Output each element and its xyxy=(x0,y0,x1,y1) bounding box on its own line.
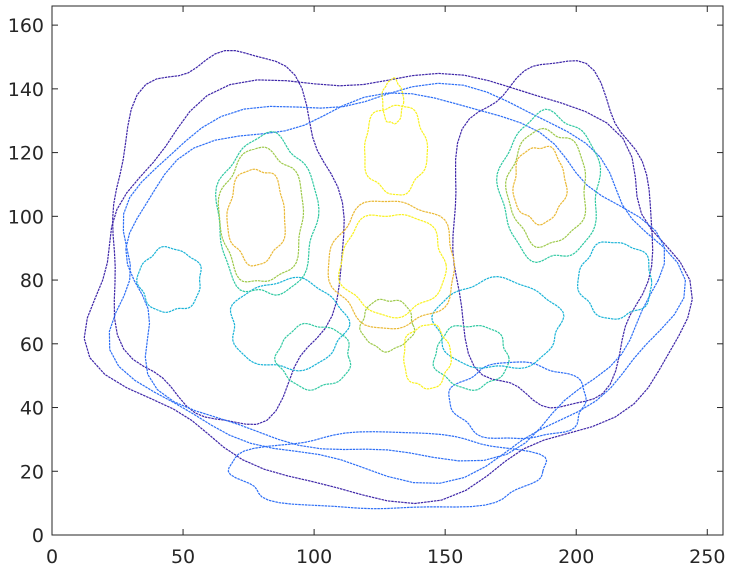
contour-line-level-4 xyxy=(214,130,320,296)
y-axis-ticks: 0 20 40 60 80 100 120 140 160 xyxy=(8,15,723,547)
contour-line-level-7 xyxy=(403,323,452,390)
contour-line-level-2 xyxy=(227,431,548,510)
contour-line-level-5 xyxy=(505,127,587,248)
contour-line-level-3 xyxy=(136,245,202,313)
x-tick-label: 150 xyxy=(427,546,463,568)
x-tick-label: 250 xyxy=(689,546,725,568)
contour-line-level-7 xyxy=(337,213,448,319)
y-tick-label: 60 xyxy=(20,334,44,356)
contour-lines xyxy=(83,49,693,510)
y-tick-label: 120 xyxy=(8,143,44,165)
contour-line-level-2 xyxy=(108,82,687,484)
contour-line-level-7 xyxy=(364,104,429,196)
contour-line-level-1 xyxy=(83,72,693,505)
y-tick-label: 0 xyxy=(32,525,44,547)
contour-line-level-5 xyxy=(359,298,416,353)
contour-line-level-3 xyxy=(576,241,653,320)
contour-line-level-4 xyxy=(495,108,602,264)
x-axis-ticks: 0 50 100 150 200 250 xyxy=(46,6,725,568)
contour-line-level-3 xyxy=(229,276,351,372)
x-tick-label: 100 xyxy=(296,546,332,568)
x-tick-label: 0 xyxy=(46,546,58,568)
x-tick-label: 200 xyxy=(558,546,594,568)
y-tick-label: 80 xyxy=(20,270,44,292)
contour-line-level-5 xyxy=(217,146,305,283)
contour-line-level-3 xyxy=(431,275,565,370)
contour-line-level-4 xyxy=(274,322,352,391)
contour-line-level-6 xyxy=(512,145,568,226)
contour-line-level-6 xyxy=(226,168,286,267)
contour-line-level-2 xyxy=(125,92,666,462)
contour-line-level-6 xyxy=(327,200,456,330)
y-tick-label: 20 xyxy=(20,461,44,483)
contour-line-level-4 xyxy=(432,324,510,391)
y-tick-label: 40 xyxy=(20,398,44,420)
contour-line-level-2 xyxy=(448,361,587,440)
contour-line-level-1 xyxy=(452,60,654,409)
axes-box xyxy=(51,5,724,536)
contour-line-level-7 xyxy=(381,77,405,125)
y-tick-label: 160 xyxy=(8,15,44,37)
y-tick-label: 100 xyxy=(8,206,44,228)
x-tick-label: 50 xyxy=(171,546,195,568)
y-tick-label: 140 xyxy=(8,79,44,101)
contour-line-level-1 xyxy=(111,49,345,426)
